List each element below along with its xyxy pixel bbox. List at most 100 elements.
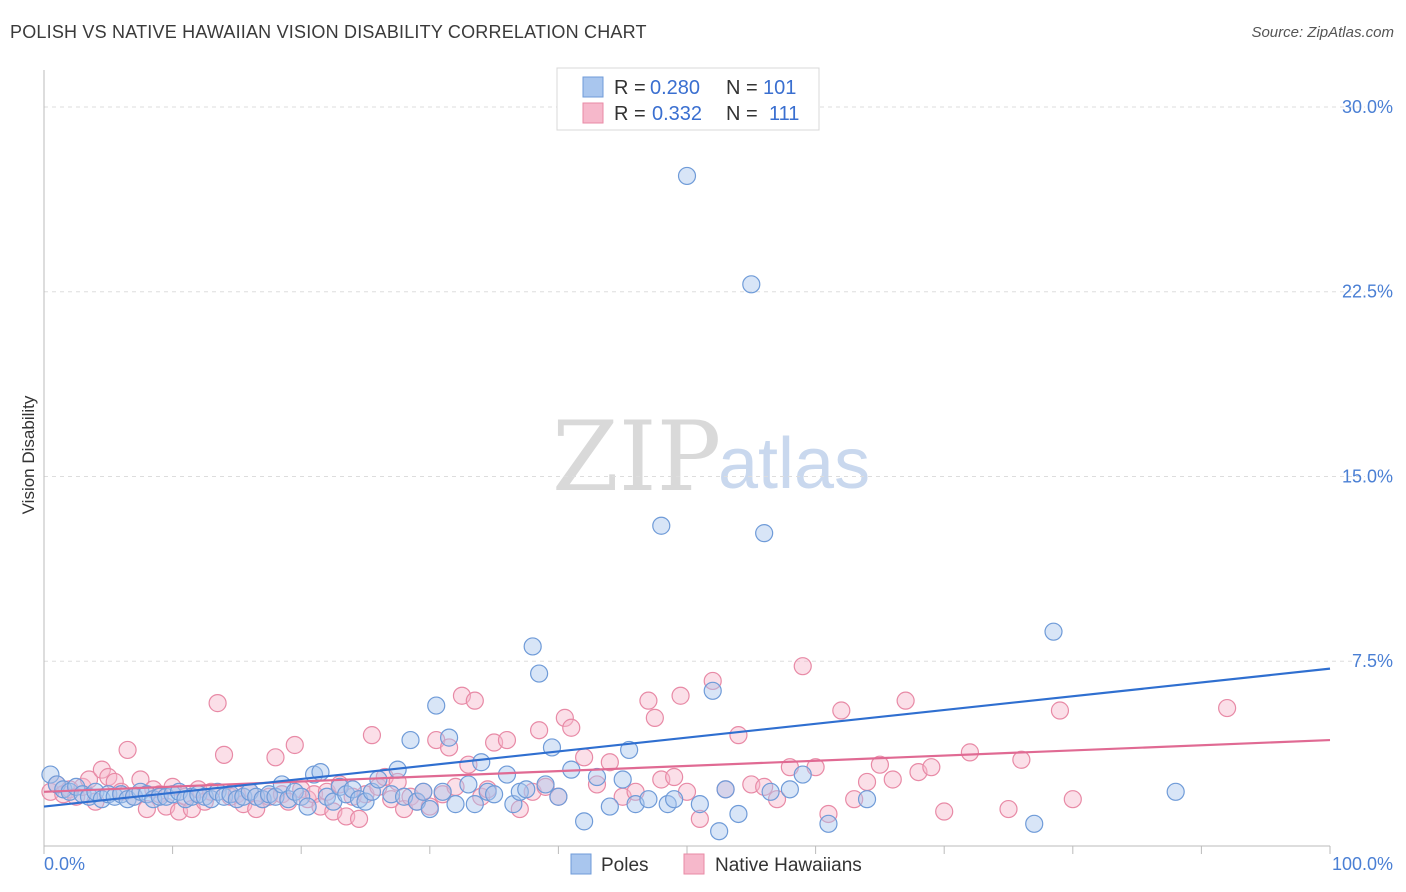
poles-point bbox=[427, 696, 446, 715]
native-hawaiians-point bbox=[767, 790, 787, 809]
poles-point bbox=[356, 792, 375, 811]
poles-point bbox=[761, 782, 780, 801]
series-poles bbox=[41, 166, 1185, 841]
grid-lines bbox=[44, 106, 1365, 662]
poles-point bbox=[459, 775, 478, 794]
native-hawaiians-point bbox=[645, 708, 664, 727]
y-tick-label: 7.5% bbox=[1352, 651, 1393, 671]
watermark-zip: ZIP bbox=[552, 401, 721, 513]
poles-point bbox=[857, 790, 877, 809]
native-hawaiians-point bbox=[896, 691, 915, 710]
legend-label-poles: Poles bbox=[601, 855, 649, 876]
native-hawaiians-point bbox=[857, 772, 877, 792]
native-hawaiians-point bbox=[1063, 790, 1082, 809]
y-tick-label: 30.0% bbox=[1342, 97, 1393, 117]
trend-lines bbox=[43, 667, 1331, 808]
stats-legend: R = 0.280 N = 101 R = 0.332 N = 111 bbox=[556, 67, 820, 131]
native-hawaiians-point bbox=[530, 721, 549, 740]
poles-point bbox=[343, 780, 362, 799]
poles-point bbox=[485, 785, 504, 804]
trend-line-poles bbox=[43, 667, 1331, 808]
y-tick-labels: 7.5% 15.0% 22.5% 30.0% bbox=[1342, 97, 1393, 671]
native-hawaiians-point bbox=[562, 718, 581, 737]
native-hawaiians-point bbox=[999, 799, 1018, 819]
native-hawaiians-point bbox=[555, 708, 574, 727]
poles-point bbox=[517, 780, 536, 799]
native-hawaiians-point bbox=[883, 770, 902, 789]
native-hawaiians-point bbox=[349, 809, 369, 829]
series-legend: Poles Native Hawaiians bbox=[570, 853, 862, 876]
poles-point bbox=[298, 797, 317, 816]
poles-point bbox=[677, 166, 697, 186]
poles-point bbox=[639, 790, 658, 809]
poles-point bbox=[414, 782, 433, 801]
native-hawaiians-point bbox=[118, 740, 137, 760]
native-hawaiians-point bbox=[465, 691, 484, 710]
poles-point bbox=[1166, 782, 1185, 801]
poles-point bbox=[401, 730, 420, 750]
poles-point bbox=[420, 799, 439, 819]
poles-point bbox=[729, 804, 748, 824]
poles-point bbox=[793, 765, 812, 784]
axes bbox=[43, 70, 1331, 854]
y-axis-label: Vision Disability bbox=[19, 395, 38, 514]
chart-title: POLISH VS NATIVE HAWAIIAN VISION DISABIL… bbox=[10, 22, 647, 42]
poles-point bbox=[652, 516, 671, 535]
x-tick-label: 0.0% bbox=[44, 854, 85, 874]
legend-swatch-native-hawaiians bbox=[582, 102, 604, 124]
native-hawaiians-point bbox=[793, 657, 812, 676]
native-hawaiians-point bbox=[832, 701, 851, 720]
native-hawaiians-point bbox=[665, 767, 684, 787]
poles-point bbox=[472, 753, 491, 772]
native-hawaiians-point bbox=[1218, 698, 1237, 718]
native-hawaiians-point bbox=[935, 802, 954, 821]
native-hawaiians-point bbox=[214, 745, 234, 764]
native-hawaiians-point bbox=[137, 799, 156, 819]
x-tick-labels: 0.0% 100.0% bbox=[44, 854, 1393, 874]
native-hawaiians-point bbox=[266, 748, 285, 767]
poles-point bbox=[690, 795, 709, 814]
native-hawaiians-point bbox=[600, 753, 619, 772]
native-hawaiians-point bbox=[587, 775, 607, 794]
poles-point bbox=[530, 664, 549, 683]
native-hawaiians-point bbox=[439, 738, 459, 757]
legend-n-label: N = bbox=[726, 103, 758, 125]
poles-point bbox=[446, 795, 465, 814]
poles-point bbox=[716, 780, 735, 799]
poles-point bbox=[575, 812, 594, 831]
native-hawaiians-point bbox=[1012, 750, 1031, 769]
poles-point bbox=[742, 275, 761, 294]
poles-point bbox=[536, 775, 555, 794]
legend-n-label: N = bbox=[726, 77, 758, 99]
legend-r-label: R = bbox=[614, 103, 646, 125]
legend-n-value-native-hawaiians: 111 bbox=[769, 103, 799, 125]
legend-r-label: R = bbox=[614, 77, 646, 99]
poles-point bbox=[620, 740, 639, 760]
native-hawaiians-point bbox=[247, 799, 266, 819]
poles-point bbox=[1044, 622, 1063, 641]
poles-point bbox=[587, 767, 607, 787]
native-hawaiians-point bbox=[690, 809, 709, 829]
native-hawaiians-point bbox=[845, 790, 864, 809]
native-hawaiians-point bbox=[960, 743, 980, 762]
source-credit: Source: ZipAtlas.com bbox=[1251, 24, 1394, 41]
native-hawaiians-point bbox=[1050, 701, 1070, 720]
poles-point bbox=[465, 795, 484, 814]
poles-point bbox=[665, 790, 684, 809]
native-hawaiians-point bbox=[870, 755, 890, 774]
native-hawaiians-point bbox=[92, 760, 111, 779]
poles-point bbox=[1025, 814, 1044, 833]
poles-point bbox=[433, 782, 452, 801]
native-hawaiians-point bbox=[497, 730, 517, 750]
legend-swatch-poles bbox=[582, 76, 604, 98]
native-hawaiians-point bbox=[671, 686, 690, 705]
legend-swatch-poles bbox=[570, 853, 592, 875]
poles-point bbox=[41, 765, 60, 784]
x-tick-label: 100.0% bbox=[1332, 854, 1393, 874]
legend-r-value-native-hawaiians: 0.332 bbox=[652, 103, 702, 125]
poles-point bbox=[523, 637, 542, 656]
native-hawaiians-point bbox=[639, 691, 658, 710]
native-hawaiians-point bbox=[362, 726, 382, 745]
legend-label-native-hawaiians: Native Hawaiians bbox=[715, 855, 862, 876]
